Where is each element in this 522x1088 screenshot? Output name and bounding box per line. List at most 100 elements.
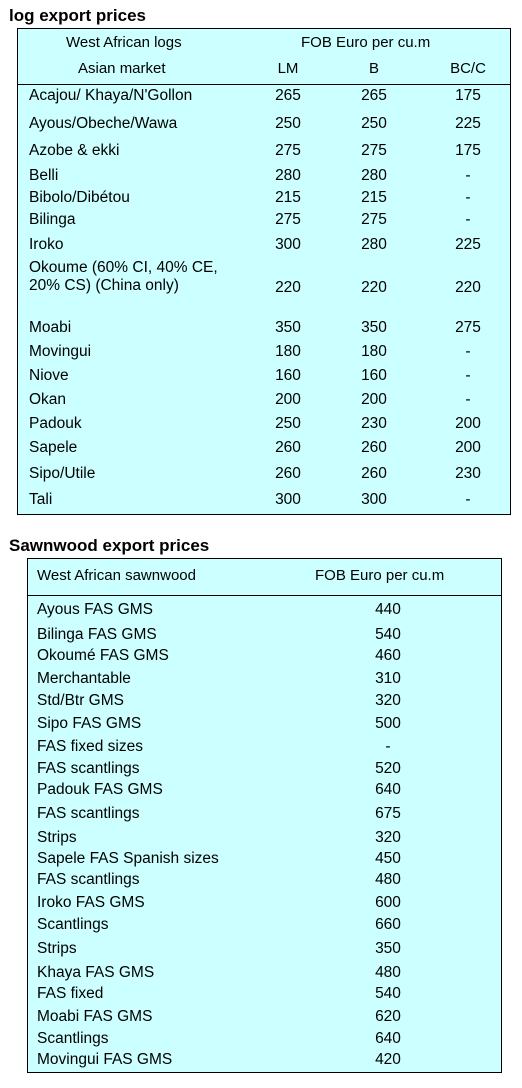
log-price-b: 200 bbox=[361, 391, 387, 408]
log-price-lm: 350 bbox=[275, 319, 301, 336]
sawn-product-name: Padouk FAS GMS bbox=[37, 781, 163, 798]
log-price-lm: 260 bbox=[275, 439, 301, 456]
log-species-name: Ayous/Obeche/Wawa bbox=[29, 115, 178, 132]
header-west-african-sawnwood: West African sawnwood bbox=[37, 567, 196, 584]
log-price-lm: 250 bbox=[275, 115, 301, 132]
sawn-product-name: Moabi FAS GMS bbox=[37, 1008, 153, 1025]
log-price-bcc: - bbox=[465, 391, 471, 408]
log-species-name: Padouk bbox=[29, 415, 82, 432]
log-price-bcc: 200 bbox=[455, 415, 481, 432]
log-price-bcc: - bbox=[465, 367, 471, 384]
sawn-product-name: Bilinga FAS GMS bbox=[37, 626, 157, 643]
log-price-lm: 265 bbox=[275, 87, 301, 104]
sawn-product-name: Strips bbox=[37, 829, 77, 846]
log-price-bcc: 200 bbox=[455, 439, 481, 456]
header-b: B bbox=[368, 60, 379, 77]
log-species-name: Azobe & ekki bbox=[29, 142, 120, 159]
sawn-product-name: Scantlings bbox=[37, 916, 109, 933]
log-table-header: West African logs FOB Euro per cu.m Asia… bbox=[18, 29, 510, 85]
log-price-lm: 300 bbox=[275, 491, 301, 508]
sawn-product-name: Scantlings bbox=[37, 1030, 109, 1047]
sawn-price: 540 bbox=[375, 626, 401, 643]
log-species-name: Acajou/ Khaya/N'Gollon bbox=[29, 87, 193, 104]
sawn-product-name: Khaya FAS GMS bbox=[37, 964, 155, 981]
sawn-price: 620 bbox=[375, 1008, 401, 1025]
log-price-bcc: - bbox=[465, 167, 471, 184]
sawn-price: 540 bbox=[375, 985, 401, 1002]
log-species-name: Okoume (60% CI, 40% CE, 20% CS) (China o… bbox=[29, 259, 218, 294]
log-species-name: Moabi bbox=[29, 319, 72, 336]
sawn-price: 320 bbox=[375, 829, 401, 846]
log-price-bcc: - bbox=[465, 211, 471, 228]
log-price-b: 260 bbox=[361, 465, 387, 482]
log-price-b: 275 bbox=[361, 211, 387, 228]
log-price-b: 260 bbox=[361, 439, 387, 456]
log-price-bcc: 225 bbox=[455, 236, 481, 253]
sawn-price: 480 bbox=[375, 871, 401, 888]
sawn-section-title: Sawnwood export prices bbox=[9, 536, 210, 555]
sawn-price: 440 bbox=[375, 601, 401, 618]
sawn-price: 480 bbox=[375, 964, 401, 981]
header-fob-euro-sawn: FOB Euro per cu.m bbox=[315, 567, 445, 584]
sawn-price: 420 bbox=[375, 1051, 401, 1068]
log-price-table: West African logs FOB Euro per cu.m Asia… bbox=[17, 28, 511, 515]
log-price-bcc: - bbox=[465, 343, 471, 360]
header-bc-c: BC/C bbox=[450, 60, 486, 77]
sawn-product-name: FAS scantlings bbox=[37, 871, 140, 888]
sawn-price: 660 bbox=[375, 916, 401, 933]
log-price-lm: 275 bbox=[275, 142, 301, 159]
log-species-name: Tali bbox=[29, 491, 53, 508]
log-price-lm: 300 bbox=[275, 236, 301, 253]
log-price-bcc: 275 bbox=[455, 319, 481, 336]
log-price-b: 300 bbox=[361, 491, 387, 508]
log-price-b: 265 bbox=[361, 87, 387, 104]
sawn-product-name: Sipo FAS GMS bbox=[37, 715, 142, 732]
sawn-price: 320 bbox=[375, 692, 401, 709]
sawn-product-name: Sapele FAS Spanish sizes bbox=[37, 850, 219, 867]
header-west-african-logs: West African logs bbox=[66, 34, 182, 51]
sawn-price: 675 bbox=[375, 805, 401, 822]
log-price-bcc: - bbox=[465, 491, 471, 508]
log-species-name: Niove bbox=[29, 367, 69, 384]
log-price-lm: 260 bbox=[275, 465, 301, 482]
log-price-bcc: 225 bbox=[455, 115, 481, 132]
sawn-product-name: Iroko FAS GMS bbox=[37, 894, 145, 911]
sawn-product-name: Okoumé FAS GMS bbox=[37, 647, 169, 664]
log-price-b: 215 bbox=[361, 189, 387, 206]
log-price-bcc: 175 bbox=[455, 87, 481, 104]
sawn-product-name: FAS scantlings bbox=[37, 760, 140, 777]
sawn-price: 350 bbox=[375, 940, 401, 957]
sawn-product-name: Ayous FAS GMS bbox=[37, 601, 154, 618]
sawn-product-name: FAS fixed bbox=[37, 985, 104, 1002]
sawn-price: 640 bbox=[375, 781, 401, 798]
sawn-price: 640 bbox=[375, 1030, 401, 1047]
log-price-b: 230 bbox=[361, 415, 387, 432]
log-section-title: log export prices bbox=[9, 6, 146, 25]
log-price-bcc: 220 bbox=[455, 279, 481, 296]
log-price-lm: 280 bbox=[275, 167, 301, 184]
sawn-product-name: Std/Btr GMS bbox=[37, 692, 124, 709]
sawn-price: 450 bbox=[375, 850, 401, 867]
sawn-price: 310 bbox=[375, 670, 401, 687]
sawn-product-name: FAS scantlings bbox=[37, 805, 140, 822]
log-price-lm: 180 bbox=[275, 343, 301, 360]
log-species-name: Bilinga bbox=[29, 211, 76, 228]
log-species-name: Okan bbox=[29, 391, 67, 408]
log-price-b: 280 bbox=[361, 167, 387, 184]
sawn-product-name: Movingui FAS GMS bbox=[37, 1051, 173, 1068]
sawn-product-name: Merchantable bbox=[37, 670, 131, 687]
log-price-lm: 200 bbox=[275, 391, 301, 408]
log-price-lm: 160 bbox=[275, 367, 301, 384]
sawn-price: - bbox=[385, 738, 391, 755]
sawn-product-name: Strips bbox=[37, 940, 77, 957]
log-price-bcc: 175 bbox=[455, 142, 481, 159]
header-asian-market: Asian market bbox=[78, 60, 166, 77]
log-price-b: 160 bbox=[361, 367, 387, 384]
log-price-b: 275 bbox=[361, 142, 387, 159]
log-price-lm: 275 bbox=[275, 211, 301, 228]
sawn-table-header: West African sawnwood FOB Euro per cu.m bbox=[28, 559, 501, 596]
log-price-lm: 250 bbox=[275, 415, 301, 432]
header-lm: LM bbox=[277, 60, 299, 77]
header-fob-euro: FOB Euro per cu.m bbox=[301, 34, 431, 51]
log-price-b: 280 bbox=[361, 236, 387, 253]
